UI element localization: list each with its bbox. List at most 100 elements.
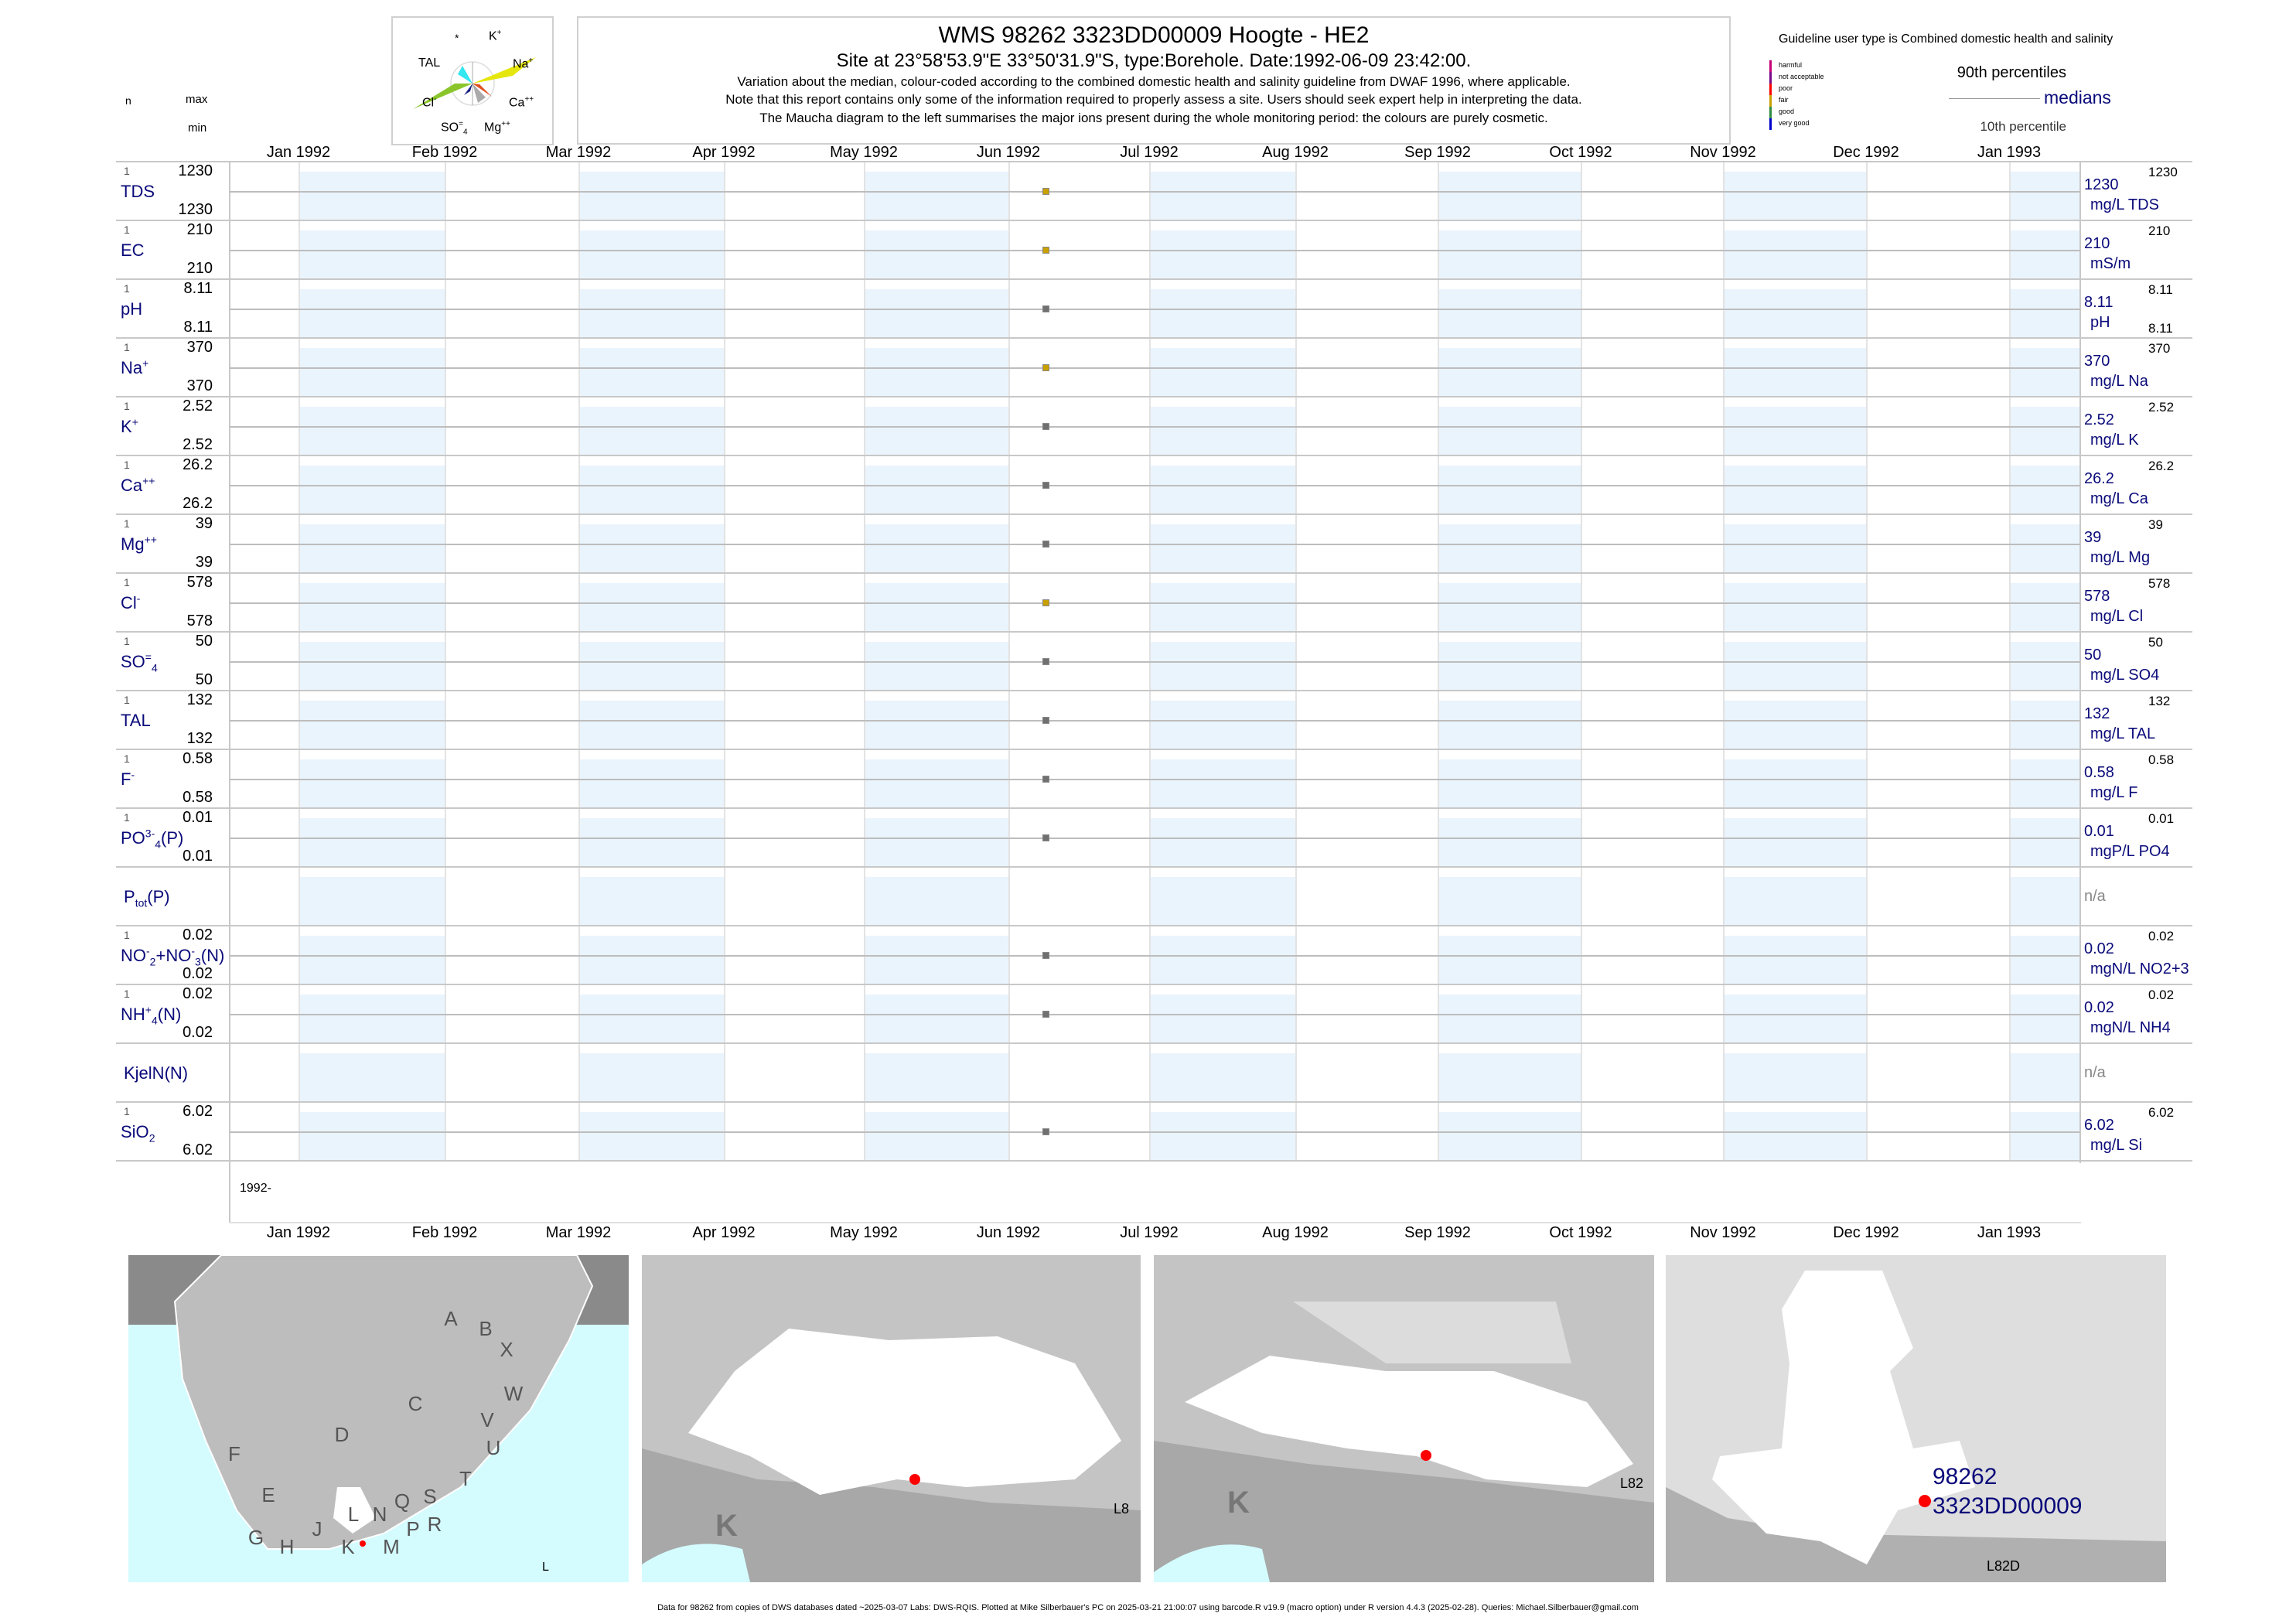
median-value: 0.58: [2084, 764, 2114, 781]
maucha-ca: Ca++: [509, 95, 534, 110]
sample-point[interactable]: [1042, 541, 1049, 548]
unit-label: mg/L F: [2090, 784, 2138, 801]
label-part: ++: [142, 474, 155, 487]
sample-point[interactable]: [1042, 247, 1049, 254]
month-band: [1149, 642, 1295, 690]
median-line: [230, 426, 2080, 428]
sample-count: 1: [124, 1105, 130, 1117]
sample-point[interactable]: [1042, 482, 1049, 489]
median-value: 0.02: [2084, 940, 2114, 957]
sample-point[interactable]: [1042, 776, 1049, 783]
month-band: [864, 642, 1008, 690]
sample-point[interactable]: [1042, 1011, 1049, 1018]
unit-label: mg/L TAL: [2090, 725, 2156, 742]
p90-value: 26.2: [2148, 459, 2175, 473]
month-band: [578, 348, 724, 396]
month-band: [1438, 466, 1581, 513]
month-band: [578, 407, 724, 455]
month-band: [2009, 524, 2079, 572]
p90-value: 578: [2148, 576, 2171, 591]
x-tick-label: Dec 1992: [1833, 1224, 1899, 1241]
median-line: [230, 1131, 2080, 1133]
month-band: [2009, 818, 2079, 866]
sample-point[interactable]: [1042, 364, 1049, 371]
label-part: PO: [121, 828, 145, 848]
sample-point[interactable]: [1042, 599, 1049, 606]
median-line: [230, 661, 2080, 663]
x-tick-label: Jun 1992: [976, 1224, 1041, 1241]
label-part: (N): [200, 946, 225, 965]
label-part: SiO: [121, 1122, 149, 1141]
parameter-label: NO-2+NO-3(N): [121, 946, 225, 967]
sample-count: 1: [124, 165, 130, 177]
x-tick-label: Aug 1992: [1262, 1224, 1329, 1241]
sample-point[interactable]: [1042, 423, 1049, 430]
sample-point[interactable]: [1042, 305, 1049, 312]
month-band: [2009, 642, 2079, 690]
label-part: +: [142, 357, 149, 370]
label-part: 4: [151, 661, 158, 674]
sample-point[interactable]: [1042, 834, 1049, 841]
parameter-row-po4: PO3-4(P) 1 0.01 0.01 0.01 mgP/L PO4 0.01: [116, 809, 2192, 868]
label-part: KjelN(N): [124, 1063, 189, 1083]
sample-point[interactable]: [1042, 658, 1049, 665]
unit-label: mg/L SO4: [2090, 667, 2160, 684]
label-part: -: [136, 592, 141, 605]
sample-point[interactable]: [1042, 1128, 1049, 1135]
parameter-label: K+: [121, 417, 138, 435]
parameter-row-ca: Ca++ 1 26.2 26.2 26.2 mg/L Ca 26.2: [116, 456, 2192, 515]
map1-region-letter: V: [480, 1408, 494, 1431]
legend-p10: 10th percentile: [1980, 119, 2066, 134]
legend-color-swatch: [1769, 84, 1772, 95]
map3-region-label: K: [1227, 1486, 1250, 1520]
unit-label: mg/L Mg: [2090, 549, 2151, 566]
maucha-mg: Mg++: [484, 120, 510, 135]
month-band: [2009, 466, 2079, 513]
month-band: [299, 995, 445, 1042]
map1-region-letter: N: [372, 1503, 387, 1526]
map1-region-letter: B: [479, 1317, 493, 1340]
max-value: 39: [195, 515, 213, 532]
month-band: [1149, 466, 1295, 513]
sample-point[interactable]: [1042, 188, 1049, 195]
x-tick-label: Jan 1993: [1977, 1224, 2042, 1241]
label-part: EC: [121, 241, 145, 260]
year-label: 1992-: [240, 1182, 271, 1195]
sample-point[interactable]: [1042, 952, 1049, 959]
col-head-max: max: [186, 93, 208, 106]
p90-value: 0.58: [2148, 752, 2175, 767]
month-band: [1149, 995, 1295, 1042]
month-band: [2009, 348, 2079, 396]
map1-region-letter: W: [503, 1382, 524, 1405]
min-value: 210: [186, 260, 213, 277]
month-band: [299, 524, 445, 572]
label-part: +: [145, 1003, 152, 1016]
month-band: [578, 583, 724, 631]
p90-value: 39: [2148, 517, 2163, 532]
x-tick-label: Apr 1992: [692, 1224, 756, 1241]
month-band: [578, 877, 724, 925]
parameter-label: EC: [121, 242, 145, 259]
map2-corner-label: L8: [1114, 1501, 1130, 1517]
map1-region-letter: G: [247, 1526, 264, 1549]
map1-region-letter: F: [228, 1442, 241, 1465]
month-band: [299, 407, 445, 455]
month-band: [1438, 936, 1581, 984]
month-band: [578, 524, 724, 572]
median-value: 210: [2084, 235, 2110, 252]
month-band: [1438, 1053, 1581, 1101]
title-box: WMS 98262 3323DD00009 Hoogte - HE2 Site …: [577, 16, 1731, 145]
month-band: [1149, 289, 1295, 337]
x-tick-label: Jan 1993: [1977, 144, 2042, 161]
sample-point[interactable]: [1042, 717, 1049, 724]
parameter-row-so4: SO=4 1 50 50 50 mg/L SO4 50: [116, 633, 2192, 691]
month-band: [1438, 172, 1581, 220]
month-band: [864, 995, 1008, 1042]
map4-site-id: 98262: [1933, 1464, 1997, 1489]
month-band: [299, 936, 445, 984]
x-tick-label: Feb 1992: [411, 144, 478, 161]
map2-region-label: K: [715, 1509, 738, 1543]
min-value: 1230: [178, 201, 213, 218]
month-band: [578, 466, 724, 513]
median-line: [230, 191, 2080, 193]
